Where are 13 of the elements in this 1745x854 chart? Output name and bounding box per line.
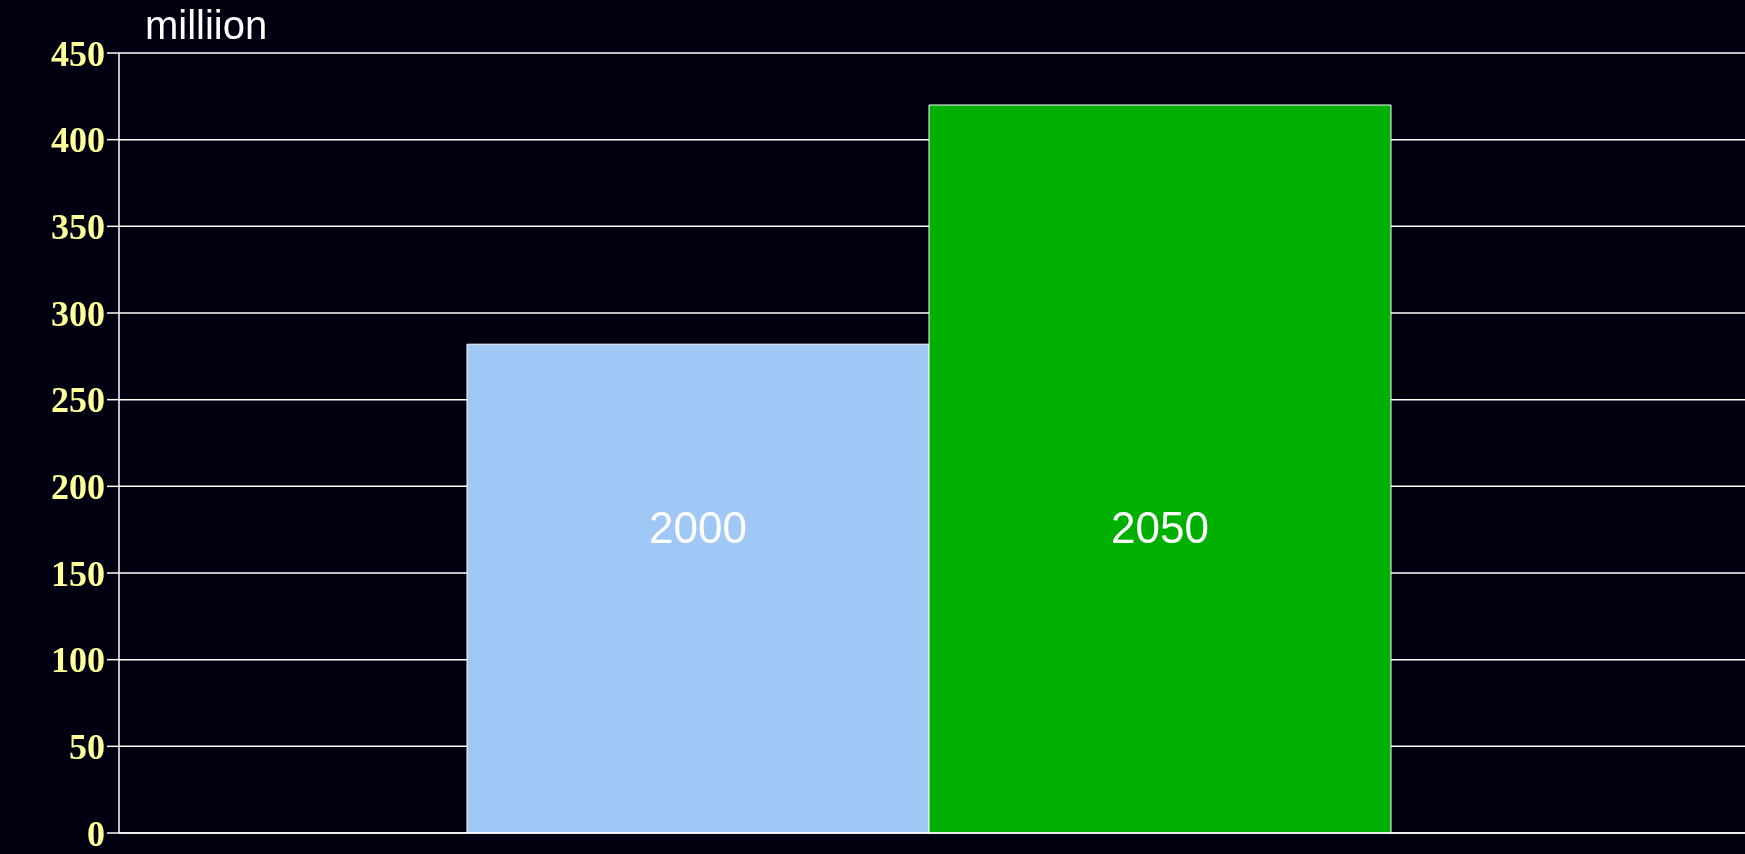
y-tick-label: 100 xyxy=(51,640,105,681)
y-tick-label: 350 xyxy=(51,207,105,248)
y-tick-label: 50 xyxy=(69,727,105,768)
y-tick-label: 0 xyxy=(87,813,105,854)
y-tick-label: 300 xyxy=(51,293,105,334)
x-tick-label: 2000 xyxy=(649,503,747,552)
y-tick-label: 250 xyxy=(51,380,105,421)
y-tick-label: 150 xyxy=(51,553,105,594)
y-axis-title: milliion xyxy=(145,2,268,48)
x-tick-label: 2050 xyxy=(1111,503,1209,552)
y-tick-label: 450 xyxy=(51,33,105,74)
y-tick-label: 200 xyxy=(51,467,105,508)
y-tick-label: 400 xyxy=(51,120,105,161)
